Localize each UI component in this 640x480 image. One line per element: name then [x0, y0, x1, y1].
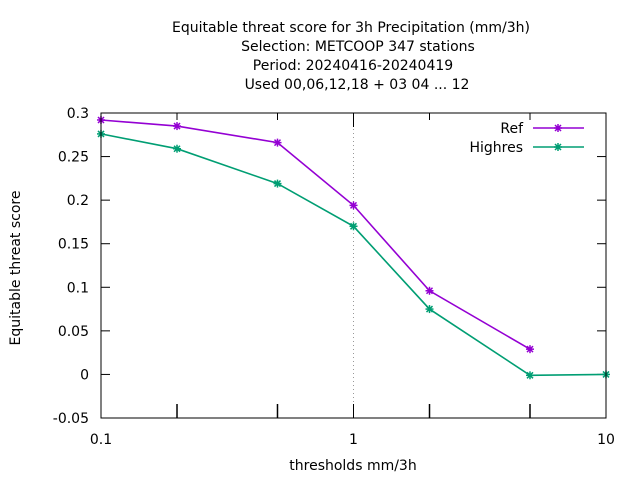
data-point-highres [273, 179, 282, 188]
series-line-ref [100, 119, 531, 350]
chart-title: Equitable threat score for 3h Precipitat… [172, 20, 530, 93]
title-line-1: Equitable threat score for 3h Precipitat… [172, 20, 530, 36]
y-tick-label: 0.3 [67, 106, 89, 122]
data-point-ref [349, 201, 358, 210]
y-axis-label: Equitable threat score [8, 191, 24, 346]
y-tick-label: 0.05 [58, 324, 89, 340]
title-line-2: Selection: METCOOP 347 stations [241, 39, 475, 55]
x-tick-label: 10 [597, 432, 615, 448]
series-layer [97, 115, 610, 380]
y-tick-label: 0.1 [67, 280, 89, 296]
data-point-highres [173, 144, 182, 153]
data-point-ref [525, 345, 534, 354]
y-tick-label: 0 [80, 367, 89, 383]
data-point-highres [349, 222, 358, 231]
tick-layer: -0.05 0 0.05 0.1 0.15 0.2 0.25 0.3 0.1 1 10 [53, 106, 615, 448]
y-tick-label: -0.05 [53, 411, 89, 427]
data-point-ref [425, 286, 434, 295]
y-tick-label: 0.25 [58, 150, 89, 166]
series-line-highres [100, 133, 607, 377]
data-point-highres [425, 305, 434, 314]
data-point-ref [173, 122, 182, 131]
x-axis-label: thresholds mm/3h [289, 458, 416, 474]
y-tick-label: 0.2 [67, 193, 89, 209]
x-tick-label: 0.1 [90, 432, 112, 448]
data-point-ref [273, 138, 282, 147]
legend-marker-highres [554, 143, 562, 151]
title-line-3: Period: 20240416-20240419 [253, 58, 453, 74]
y-tick-label: 0.15 [58, 237, 89, 253]
plot-border [100, 112, 607, 419]
x-tick-label: 1 [349, 432, 358, 448]
data-point-highres [525, 371, 534, 380]
legend-label-highres: Highres [469, 140, 523, 156]
legend: Ref Highres [469, 121, 584, 156]
legend-label-ref: Ref [500, 121, 524, 137]
title-line-4: Used 00,06,12,18 + 03 04 ... 12 [245, 77, 470, 93]
legend-marker-ref [554, 124, 562, 132]
